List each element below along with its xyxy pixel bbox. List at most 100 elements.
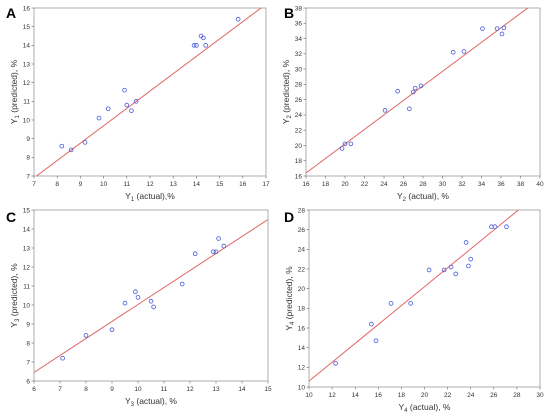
plot-frame [305,7,541,177]
data-point [466,263,471,269]
data-point [418,83,424,89]
panel-c: C 6 7 8 9 10 11 12 13 14 15 6 7 8 9 10 11 12 13 14 15 Y3 (act… [6,207,272,408]
x-tick-label: 17 [262,181,270,188]
data-point [412,85,418,91]
data-point [410,89,416,95]
data-point [109,327,115,333]
data-point [382,108,388,113]
x-axis-title: Y4 (actual), % [398,402,450,414]
data-point [395,88,400,94]
y-tick-label: 16 [298,325,306,332]
y-tick-label: 22 [298,266,306,273]
data-point [407,106,412,112]
x-tick-label: 38 [517,181,525,188]
y-tick-label: 20 [298,286,306,293]
x-tick-label: 16 [302,181,310,188]
x-tick-label: 30 [439,181,447,188]
y-tick-label: 22 [295,127,303,134]
data-point [105,106,111,112]
x-tick-label: 6 [32,386,36,393]
panel-a: A 7 8 9 10 11 12 13 14 15 16 17 7 8 9 10 11 12 13 14 15 16 Y1 … [6,5,270,203]
data-point [59,143,65,149]
x-tick-label: 10 [134,386,142,393]
y-tick-label: 12 [23,264,31,271]
y-tick-label: 15 [23,24,31,31]
y-tick-label: 11 [23,99,30,106]
y-tick-label: 8 [26,155,30,162]
data-point [408,301,413,306]
data-point [148,298,154,304]
x-tick-label: 8 [84,386,88,393]
x-tick-label: 11 [123,181,130,188]
x-tick-label: 34 [478,181,486,188]
data-point [203,43,208,48]
x-tick-label: 9 [110,386,114,393]
x-tick-label: 26 [400,181,408,188]
x-tick-label: 8 [55,181,59,188]
x-axis-title: Y2 (actual), % [397,191,449,203]
y-tick-label: 38 [295,5,303,12]
x-tick-label: 32 [458,181,466,188]
x-tick-label: 24 [467,392,475,399]
y-tick-label: 10 [23,302,31,309]
data-point [179,281,185,287]
y-tick-label: 6 [26,378,30,385]
x-tick-label: 28 [513,392,521,399]
x-tick-label: 40 [536,181,544,188]
y-tick-label: 14 [23,226,31,233]
y-tick-label: 30 [295,66,303,73]
x-tick-label: 9 [79,181,83,188]
x-tick-label: 28 [419,181,427,188]
y-axis-title: Y2 (predicted), % [281,59,293,124]
y-tick-label: 10 [298,384,306,391]
data-point [504,224,509,230]
y-tick-label: 18 [298,306,306,313]
data-point [426,267,432,273]
x-tick-label: 22 [444,392,452,399]
y-tick-label: 34 [295,36,303,43]
x-tick-label: 12 [328,392,336,399]
data-point [192,251,198,257]
data-point [450,49,456,55]
x-axis-title: Y1 (actual),% [125,191,175,203]
data-point [122,87,127,93]
x-tick-label: 18 [398,392,406,399]
data-point [83,333,89,338]
x-tick-label: 30 [536,392,544,399]
data-point [494,26,500,31]
x-tick-label: 10 [100,181,108,188]
data-point [441,267,447,273]
y-tick-label: 20 [295,143,303,150]
y-tick-label: 13 [23,245,31,252]
data-point [211,249,216,255]
y-axis-title: Y1 (predicted), % [9,59,21,124]
data-point [499,31,505,37]
x-tick-label: 7 [58,386,62,393]
data-point [191,43,197,48]
y-tick-label: 8 [26,340,30,347]
y-tick-label: 11 [23,283,30,290]
data-point [60,355,65,361]
x-tick-label: 26 [490,392,498,399]
y-tick-label: 28 [295,82,303,89]
y-tick-label: 13 [23,61,31,68]
y-tick-label: 14 [23,43,31,50]
data-point [68,147,74,153]
x-tick-label: 36 [497,181,505,188]
y-tick-label: 9 [26,136,30,143]
y-tick-label: 24 [295,112,303,119]
x-tick-label: 15 [216,181,224,188]
data-point [369,321,374,327]
data-point [448,264,454,270]
data-point [235,16,241,22]
data-point [339,146,345,151]
x-tick-label: 20 [341,181,349,188]
y-tick-label: 7 [26,359,30,366]
y-tick-label: 18 [295,158,303,165]
data-point [333,361,338,366]
data-point [221,243,227,249]
y-tick-label: 26 [295,97,303,104]
data-point [461,49,467,54]
y-tick-label: 36 [295,21,303,28]
